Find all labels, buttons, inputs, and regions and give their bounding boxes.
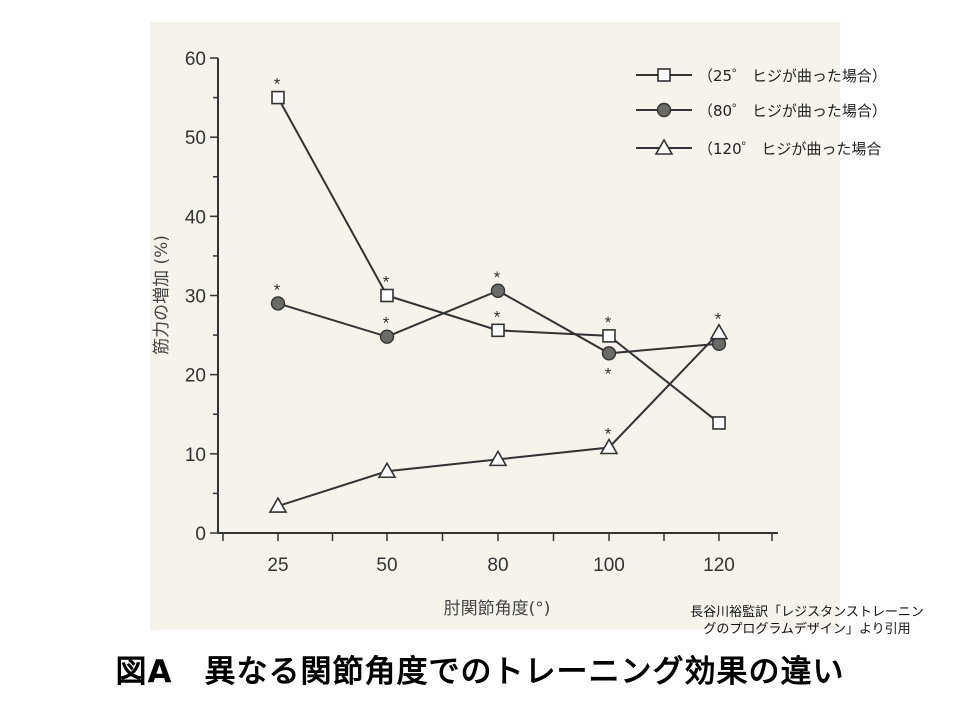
significance-marker: *: [605, 313, 612, 332]
x-tick-label: 25: [267, 555, 288, 576]
source-note-line-2: グのプログラムデザイン」より引用: [703, 622, 911, 637]
significance-marker: *: [605, 425, 612, 444]
legend-label: （80゜ ヒジが曲った場合）: [698, 102, 887, 120]
data-point-square: [271, 90, 285, 105]
source-note-line-1: 長谷川裕監訳「レジスタンストレーニン: [690, 605, 924, 620]
data-point-circle: [656, 102, 672, 118]
y-tick-label: 10: [185, 445, 206, 466]
data-point-triangle: [709, 323, 729, 340]
x-tick-label: 100: [593, 555, 625, 576]
data-point-circle: [379, 329, 395, 344]
x-tick-label: 50: [376, 555, 397, 576]
y-tick-label: 0: [195, 524, 206, 545]
legend-label: （120゜ ヒジが曲った場合: [698, 140, 881, 158]
line-chart: 0 10 20 30 40 50 60 25 50 80 100 120 筋力の増加 (%) 肘関節角…: [152, 49, 887, 619]
y-tick-label: 40: [185, 207, 206, 228]
significance-marker: *: [383, 314, 390, 333]
data-point-circle: [270, 296, 286, 311]
significance-marker: *: [494, 268, 501, 287]
data-point-square: [657, 68, 671, 82]
tick-labels: 0 10 20 30 40 50 60 25 50 80 100 120: [185, 49, 735, 576]
y-axis-label: 筋力の増加 (%): [152, 235, 172, 355]
data-point-circle: [490, 283, 506, 298]
significance-marker: *: [494, 307, 501, 326]
data-point-triangle: [599, 437, 619, 455]
data-point-square: [712, 416, 726, 430]
figure-title: 図A 異なる関節角度でのトレーニング効果の違い: [115, 654, 845, 690]
series-2: * * * *: [270, 268, 727, 383]
source-note: 長谷川裕監訳「レジスタンストレーニン グのプログラムデザイン」より引用: [662, 604, 952, 638]
data-point-triangle: [654, 138, 674, 155]
y-tick-label: 50: [185, 128, 206, 149]
y-tick-label: 30: [185, 287, 206, 308]
series-line: [277, 332, 720, 508]
series-3: **: [268, 310, 729, 513]
x-tick-label: 80: [487, 555, 508, 576]
legend-label: （25゜ ヒジが曲った場合）: [698, 67, 887, 85]
significance-marker: *: [715, 310, 722, 329]
x-axis-label: 肘関節角度(°): [444, 599, 551, 619]
data-point-triangle: [268, 496, 288, 513]
significance-marker: *: [605, 364, 612, 383]
series-layer: *** *******: [268, 75, 729, 513]
legend: （25゜ ヒジが曲った場合） （80゜ ヒジが曲った場合） （120゜ ヒジが曲った…: [630, 60, 887, 165]
y-tick-label: 20: [185, 366, 206, 387]
data-point-square: [491, 323, 505, 338]
data-point-square: [602, 329, 616, 343]
data-point-triangle: [377, 461, 397, 479]
significance-marker: *: [383, 273, 390, 292]
data-point-square: [380, 288, 394, 303]
data-point-circle: [601, 346, 617, 361]
significance-marker: *: [274, 280, 281, 299]
x-tick-label: 120: [703, 555, 735, 576]
data-point-triangle: [488, 449, 508, 467]
axes: [210, 57, 778, 541]
significance-marker: *: [274, 75, 281, 94]
y-tick-label: 60: [185, 49, 206, 70]
series-1: * * * *: [271, 75, 726, 430]
